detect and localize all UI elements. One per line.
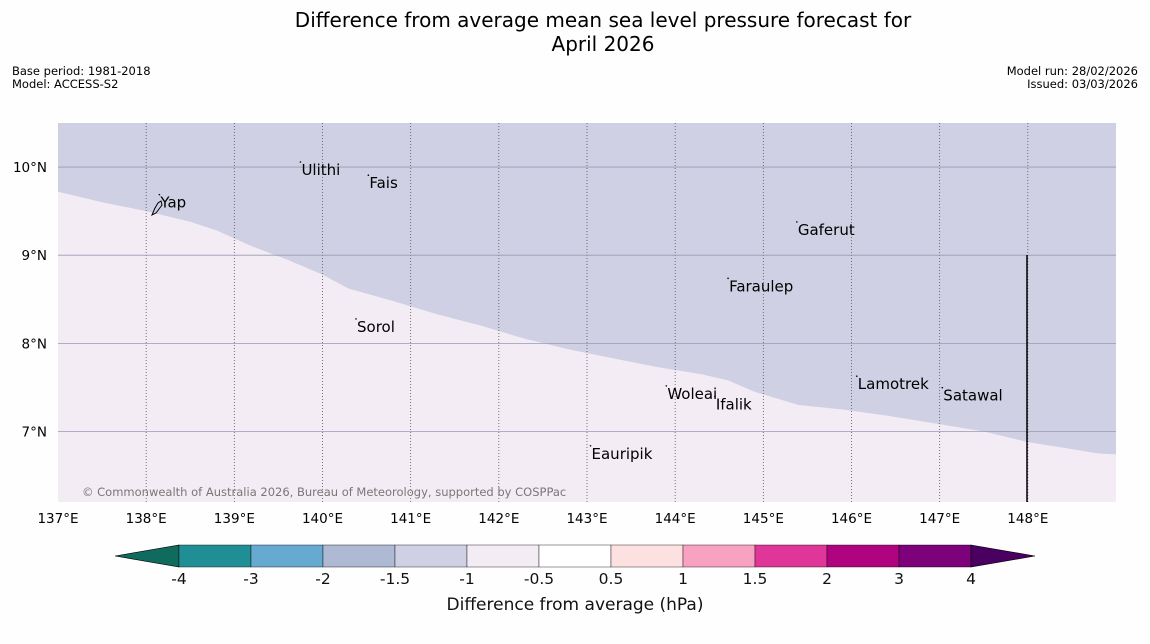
places: Ulithi Fais Yap Gaferut Faraulep Sorol Lamotre… <box>158 161 1003 463</box>
place-marker <box>665 385 668 387</box>
lon-tick-label: 139°E <box>214 511 255 527</box>
lon-tick-label: 137°E <box>37 511 78 527</box>
colorbar-swatch <box>682 544 756 568</box>
lower-pressure-region <box>58 191 1116 502</box>
colorbar-swatch <box>610 544 684 568</box>
colorbar-tick-label: -1.5 <box>380 570 410 588</box>
lon-tick-label: 145°E <box>743 511 784 527</box>
model-name: Model: ACCESS-S2 <box>12 77 119 91</box>
place-marker <box>355 318 357 320</box>
place-label: Sorol <box>357 318 395 336</box>
colorbar-tick-label: 2 <box>822 570 832 588</box>
colorbar-tick-label: 0.5 <box>599 570 624 588</box>
colorbar-tick-label: 1.5 <box>743 570 768 588</box>
colorbar-tick-label: -2 <box>315 570 330 588</box>
place-marker <box>589 445 592 447</box>
lat-tick-label: 10°N <box>13 160 47 176</box>
lon-tick-label: 148°E <box>1007 511 1048 527</box>
colorbar-high-extension <box>970 544 1036 568</box>
lon-tick-label: 140°E <box>302 511 343 527</box>
place-label: Ulithi <box>301 161 340 179</box>
lat-tick-label: 7°N <box>22 424 47 440</box>
colorbar-swatch <box>538 544 612 568</box>
meta-left: Base period: 1981-2018 Model: ACCESS-S2 <box>12 65 151 91</box>
lon-tick-label: 141°E <box>390 511 431 527</box>
colorbar-tick-label: 1 <box>678 570 688 588</box>
axis-labels: 137°E 138°E 139°E 140°E 141°E 142°E 143°E 144°E… <box>13 160 1048 527</box>
colorbar-tick-label: -1 <box>459 570 474 588</box>
legend-title: Difference from average (hPa) <box>447 595 704 615</box>
place-label: Faraulep <box>729 277 793 295</box>
colorbar-swatch <box>250 544 324 568</box>
issued-date: Issued: 03/03/2026 <box>1027 77 1138 91</box>
place-label: Woleai <box>667 385 717 403</box>
colorbar-swatch <box>178 544 252 568</box>
colorbar-tick-label: 4 <box>966 570 976 588</box>
lon-tick-label: 143°E <box>566 511 607 527</box>
colorbar: -4 -3 -2 -1.5 -1 -0.5 0.5 1 1.5 2 3 4 <box>114 544 1036 588</box>
base-period: Base period: 1981-2018 <box>12 64 151 78</box>
yap-island-outline <box>151 200 163 217</box>
place-label: Fais <box>369 174 398 192</box>
place-marker <box>727 277 729 280</box>
place-label: Lamotrek <box>858 375 929 393</box>
place-marker <box>855 375 858 377</box>
place-label: Eauripik <box>592 445 653 463</box>
lon-tick-label: 144°E <box>655 511 696 527</box>
lon-tick-label: 142°E <box>478 511 519 527</box>
title-line-1: Difference from average mean sea level p… <box>294 8 912 32</box>
copyright-text: © Commonwealth of Australia 2026, Bureau… <box>82 485 566 499</box>
place-marker <box>714 395 716 398</box>
colorbar-low-extension <box>114 544 180 568</box>
place-label: Satawal <box>943 387 1002 405</box>
gridlines <box>58 123 1116 502</box>
place-label: Yap <box>159 194 186 212</box>
place-label: Ifalik <box>716 395 752 413</box>
colorbar-tick-label: -3 <box>243 570 258 588</box>
colorbar-swatch <box>394 544 468 568</box>
colorbar-tick-label: 3 <box>894 570 904 588</box>
place-marker <box>367 174 370 177</box>
place-marker <box>299 161 302 163</box>
model-run: Model run: 28/02/2026 <box>1006 64 1138 78</box>
lon-tick-label: 147°E <box>919 511 960 527</box>
place-marker <box>941 386 944 389</box>
lat-tick-label: 9°N <box>22 248 47 264</box>
lon-tick-label: 146°E <box>831 511 872 527</box>
meta-right: Model run: 28/02/2026 Issued: 03/03/2026 <box>1007 65 1138 91</box>
lon-tick-label: 138°E <box>126 511 167 527</box>
place-marker <box>796 221 798 223</box>
lat-tick-label: 8°N <box>22 336 47 352</box>
colorbar-tick-label: -0.5 <box>524 570 554 588</box>
chart-title: Difference from average mean sea level p… <box>0 8 1150 56</box>
colorbar-swatch <box>466 544 540 568</box>
colorbar-swatch <box>898 544 972 568</box>
place-marker <box>158 193 161 196</box>
title-line-2: April 2026 <box>551 32 655 56</box>
colorbar-swatch <box>826 544 900 568</box>
colorbar-swatch <box>322 544 396 568</box>
colorbar-swatch <box>754 544 828 568</box>
colorbar-tick-label: -4 <box>171 570 186 588</box>
place-label: Gaferut <box>798 221 855 239</box>
